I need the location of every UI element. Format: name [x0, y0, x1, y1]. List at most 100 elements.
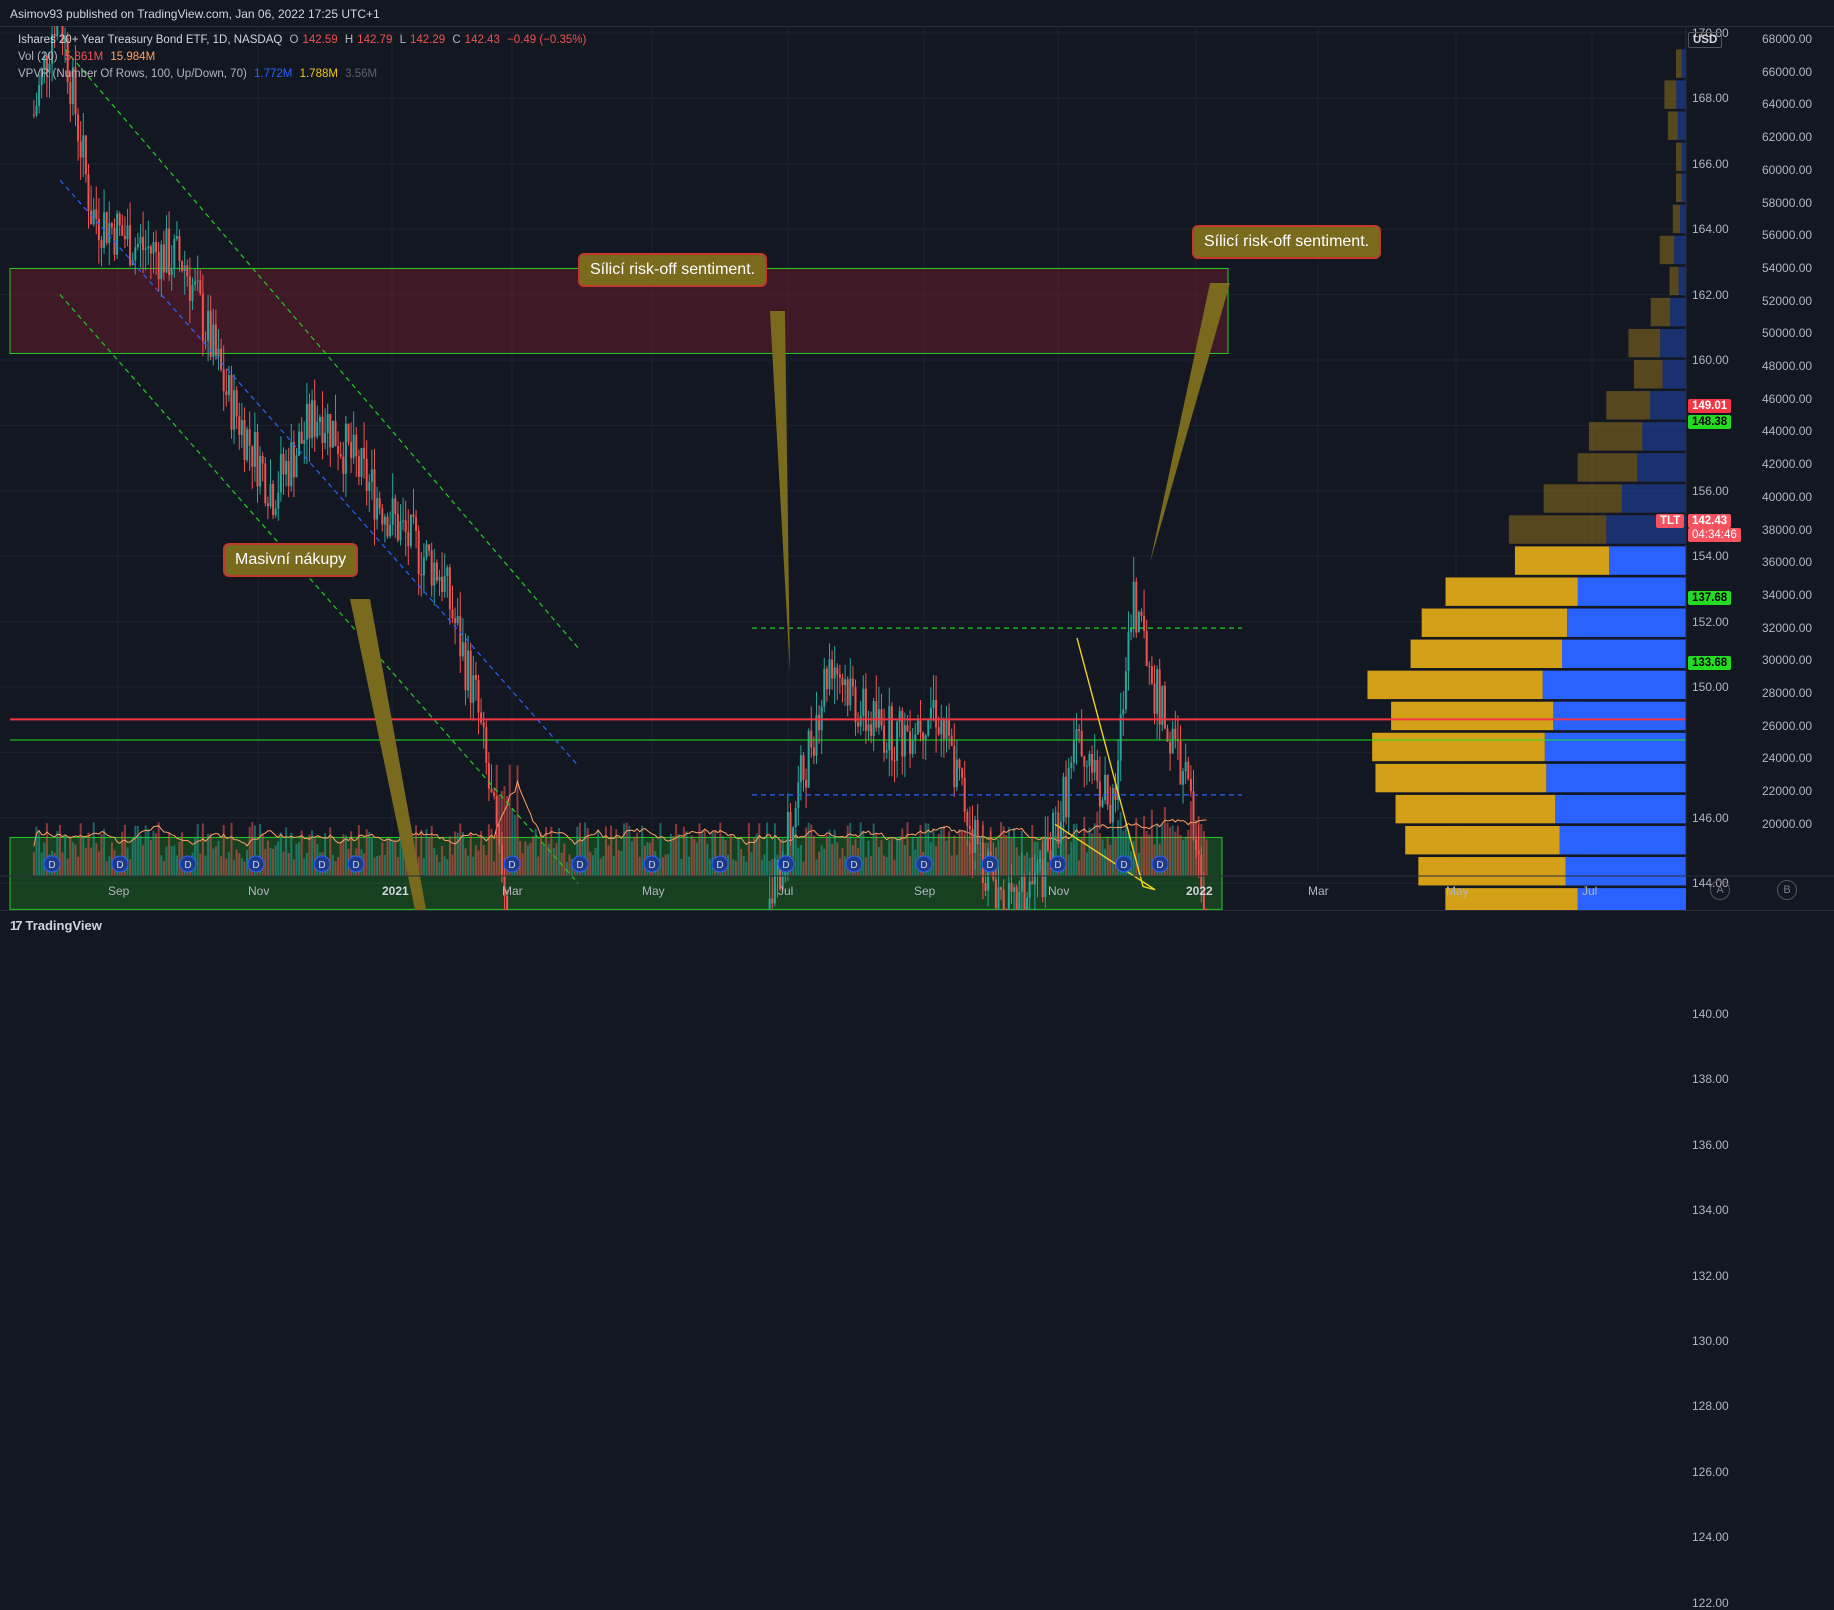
- callout-risk-off-1: Sílicí risk-off sentiment.: [578, 253, 768, 287]
- volume-bar: [1143, 816, 1146, 876]
- dividend-icon[interactable]: [247, 855, 265, 873]
- candle-body: [961, 768, 964, 778]
- volume-bar: [402, 835, 405, 876]
- dividend-icon[interactable]: [915, 855, 933, 873]
- volume-bar: [823, 848, 826, 876]
- dividend-icon[interactable]: [571, 855, 589, 873]
- volume-bar: [734, 861, 737, 876]
- candle-body: [1088, 754, 1091, 766]
- volume-bar: [368, 831, 371, 876]
- volume-bar: [968, 842, 971, 876]
- volume-bar: [90, 847, 93, 876]
- dividend-icon[interactable]: [845, 855, 863, 873]
- volume-bar: [911, 836, 914, 876]
- candle-body: [1171, 728, 1174, 754]
- dividend-icon[interactable]: [643, 855, 661, 873]
- candle-body: [1104, 774, 1107, 801]
- currency-label[interactable]: USD: [1688, 32, 1723, 48]
- dividend-icon[interactable]: [981, 855, 999, 873]
- dividend-icon[interactable]: [711, 855, 729, 873]
- vp-down: [1676, 142, 1682, 171]
- vp-down: [1676, 173, 1682, 203]
- candle-body: [287, 460, 290, 487]
- volume-bar: [129, 859, 132, 876]
- candle-body: [940, 720, 943, 735]
- volume-bar: [667, 853, 670, 876]
- vp-down: [1445, 888, 1578, 910]
- legend-o-label: O: [289, 34, 299, 46]
- volume-tick: 22000.00: [1762, 784, 1813, 799]
- candle-body: [1200, 854, 1203, 889]
- candle-body: [181, 261, 184, 272]
- candle-body: [433, 562, 436, 586]
- volume-bar: [298, 842, 301, 876]
- candles: [32, 26, 1207, 910]
- candle-body: [160, 244, 163, 280]
- dividend-label: D: [508, 860, 515, 871]
- volume-bar: [230, 822, 233, 876]
- button-a[interactable]: A: [1710, 880, 1730, 900]
- dividend-icon[interactable]: [503, 855, 521, 873]
- volume-bar: [1067, 854, 1070, 876]
- dividend-icon[interactable]: [111, 855, 129, 873]
- volume-bar: [698, 823, 701, 876]
- dividend-icon[interactable]: [179, 855, 197, 873]
- vp-up: [1681, 49, 1686, 78]
- dividend-icon[interactable]: [1115, 855, 1133, 873]
- volume-bar: [64, 835, 67, 876]
- dividend-icon[interactable]: [777, 855, 795, 873]
- volume-bar: [1085, 852, 1088, 876]
- zones: [9, 267, 1229, 910]
- volume-bar: [485, 855, 488, 876]
- candle-body: [428, 544, 431, 551]
- volume-bar: [571, 859, 574, 876]
- price-tick: 170.00: [1692, 26, 1729, 40]
- dividend-icon[interactable]: [313, 855, 331, 873]
- volume-bar: [264, 848, 267, 876]
- volume-bar: [389, 837, 392, 876]
- candle-body: [919, 720, 922, 733]
- candle-body: [1145, 630, 1148, 667]
- volume-bar: [422, 858, 425, 876]
- dividend-label: D: [116, 860, 123, 871]
- volume-bar: [300, 830, 303, 876]
- volume-bar: [568, 854, 571, 876]
- volume-bar: [597, 829, 600, 876]
- dividend-icon[interactable]: [347, 855, 365, 873]
- volume-bar: [178, 841, 181, 876]
- candle-body: [916, 720, 919, 735]
- volume-bar: [181, 832, 184, 876]
- candle-body: [201, 293, 204, 341]
- volume-bar: [100, 834, 103, 876]
- candle-body: [87, 174, 90, 211]
- volume-bar: [1122, 830, 1125, 876]
- candle-body: [1106, 774, 1109, 805]
- candle-body: [1197, 850, 1200, 855]
- candle-body: [396, 514, 399, 541]
- dividend-icon[interactable]: [1151, 855, 1169, 873]
- volume-bar: [721, 835, 724, 876]
- volume-bar: [547, 843, 550, 876]
- volume-bar: [612, 855, 615, 876]
- dividend-label: D: [48, 860, 55, 871]
- volume-bar: [833, 829, 836, 876]
- volume-bar: [1111, 829, 1114, 876]
- volume-bar: [711, 832, 714, 876]
- volume-bar: [173, 845, 176, 876]
- candle-body: [935, 699, 938, 728]
- candle-body: [1000, 887, 1003, 890]
- volume-bar: [919, 824, 922, 876]
- vp-down: [1676, 49, 1682, 78]
- button-b[interactable]: B: [1777, 880, 1797, 900]
- candle-body: [1153, 683, 1156, 714]
- volume-bar: [706, 843, 709, 876]
- volume-bar: [513, 814, 516, 876]
- dividend-icon[interactable]: [43, 855, 61, 873]
- tradingview-logo[interactable]: 17 TradingView: [10, 918, 102, 933]
- candle-body: [170, 268, 173, 276]
- dividend-icon[interactable]: [1049, 855, 1067, 873]
- candle-body: [942, 720, 945, 739]
- volume-bar: [1005, 834, 1008, 876]
- volume-bar: [74, 844, 77, 876]
